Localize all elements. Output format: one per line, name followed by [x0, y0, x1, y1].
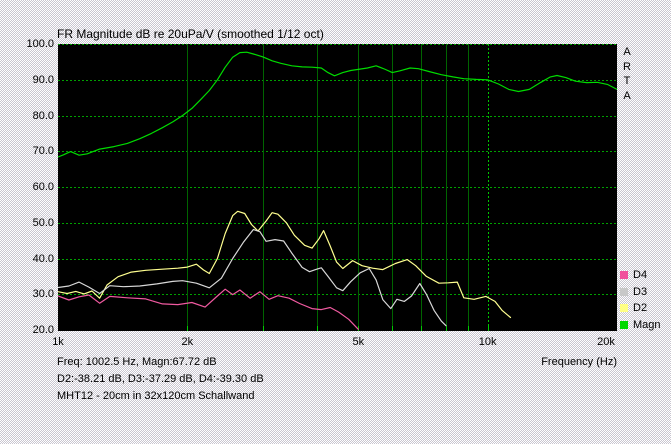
- y-tick-label-80: 80.0: [32, 109, 54, 122]
- x-tick-label-1k: 1k: [52, 336, 64, 348]
- legend-label-d3: D3: [633, 285, 648, 298]
- y-tick-label-90: 90.0: [32, 73, 54, 86]
- x-tick-label-20k: 20k: [597, 336, 615, 348]
- y-tick-label-20: 20.0: [32, 324, 54, 336]
- y-tick-label-60: 60.0: [32, 181, 54, 193]
- legend-item-d3: D3: [620, 285, 648, 299]
- legend-item-d2: D2: [620, 303, 647, 315]
- arta-letter-2: T: [623, 75, 631, 87]
- legend-label-d2: D2: [633, 302, 648, 315]
- plot-area[interactable]: [58, 44, 617, 331]
- legend-swatch-d2: [620, 304, 628, 313]
- legend-swatch-d4: [620, 271, 628, 279]
- y-tick-label-100: 100.0: [26, 38, 54, 50]
- status-distortion-readout: D2:-38.21 dB, D3:-37.29 dB, D4:-39.30 dB: [57, 373, 264, 385]
- y-tick-label-50: 50.0: [32, 216, 54, 229]
- arta-letter-0: A: [623, 46, 631, 58]
- legend-label-magn: Magn: [633, 319, 661, 332]
- legend-swatch-d3: [620, 287, 628, 296]
- arta-letter-3: A: [623, 89, 631, 102]
- status-cursor-readout: Freq: 1002.5 Hz, Magn:67.72 dB: [57, 356, 217, 368]
- series-d4: [58, 288, 359, 330]
- y-tick-label-70: 70.0: [32, 145, 54, 158]
- series-d3: [58, 228, 447, 327]
- x-tick-label-2k: 2k: [181, 336, 194, 348]
- x-tick-label-10k: 10k: [478, 336, 497, 348]
- x-tick-label-5k: 5k: [352, 336, 365, 348]
- arta-letter-1: R: [623, 60, 631, 73]
- legend-swatch-magn: [620, 321, 628, 330]
- x-axis-title: Frequency (Hz): [541, 356, 617, 368]
- status-note: MHT12 - 20cm in 32x120cm Schallwand: [57, 390, 255, 402]
- series-d2: [58, 210, 512, 319]
- legend-item-magn: Magn: [620, 320, 661, 332]
- legend-item-d4: D4: [620, 270, 647, 282]
- y-tick-label-30: 30.0: [32, 288, 54, 301]
- plot-svg: [58, 44, 617, 331]
- chart-title: FR Magnitude dB re 20uPa/V (smoothed 1/1…: [57, 27, 324, 41]
- y-tick-label-40: 40.0: [32, 252, 54, 265]
- legend-label-d4: D4: [633, 269, 648, 281]
- series-magn: [58, 51, 617, 158]
